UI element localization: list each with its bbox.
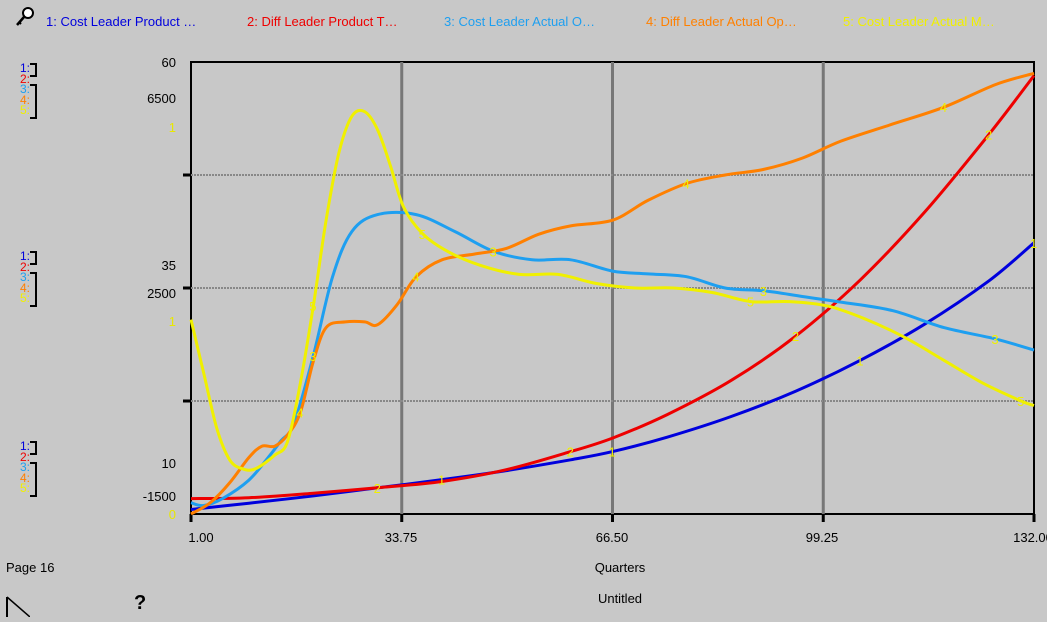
series-number-labels: 1 1 1 1 2 2 2 2 3 3 3 3 4 4 4 4 5 5 5 5	[296, 100, 1037, 496]
scale-keys-bottom: 1: 2: 3: 4: 5:	[0, 439, 30, 495]
legend-entry-3[interactable]: 3: Cost Leader Actual O…	[444, 14, 596, 29]
x-axis-label: Quarters	[594, 560, 646, 575]
legend-entry-5[interactable]: 5: Cost Leader Actual M…	[843, 14, 995, 29]
legend-entry-2[interactable]: 2: Diff Leader Product T…	[247, 14, 398, 29]
series-number-label-3: 3	[309, 349, 316, 364]
scale-value-mid-b: 2500	[147, 286, 176, 301]
legend-bar: 1: Cost Leader Product … 2: Diff Leader …	[0, 0, 1047, 40]
line-chart: 1 1 1 1 2 2 2 2 3 3 3 3 4 4 4 4 5 5 5 5	[183, 61, 1037, 522]
scale-key-1: 1:	[19, 439, 30, 453]
scale-key-5: 5:	[19, 103, 30, 117]
series-line-5	[189, 108, 1035, 472]
series-number-label-5: 5	[1017, 394, 1024, 409]
series-number-label-1: 1	[438, 473, 445, 488]
scale-value-top-b: 6500	[147, 91, 176, 106]
scale-key-3: 3:	[19, 460, 30, 474]
series-number-label-5: 5	[419, 227, 426, 242]
scale-key-5: 5:	[19, 291, 30, 305]
scale-value-bottom-a: 10	[161, 456, 176, 471]
scale-keys-mid: 1: 2: 3: 4: 5:	[0, 249, 30, 305]
scale-value-bottom-b: -1500	[142, 489, 176, 504]
scale-key-2: 2:	[19, 71, 30, 86]
scale-key-1: 1:	[19, 61, 30, 75]
series-number-label-2: 2	[374, 481, 381, 496]
scale-value-mid-c: 1	[168, 314, 176, 329]
scale-key-3: 3:	[19, 82, 30, 96]
x-tick-label: 33.75	[384, 530, 418, 545]
scale-value-mid-a: 35	[161, 258, 176, 273]
x-tick-label: 132.00	[1013, 530, 1047, 545]
bracket	[30, 63, 37, 77]
series-number-label-3: 3	[489, 244, 496, 259]
scale-key-4: 4:	[19, 92, 30, 107]
series-line-4	[190, 71, 1035, 516]
series-number-label-1: 1	[856, 353, 863, 368]
series-number-label-4: 4	[940, 100, 947, 115]
bracket	[30, 441, 37, 455]
x-tick-label: 66.50	[595, 530, 629, 545]
series-line-2	[190, 74, 1036, 501]
scale-key-2: 2:	[19, 449, 30, 464]
series-number-label-2: 2	[792, 329, 799, 344]
scale-value-bottom-c: 0	[168, 507, 176, 522]
scale-keys-top: 1: 2: 3: 4: 5:	[0, 61, 30, 117]
bracket	[30, 251, 37, 265]
series-number-label-4: 4	[412, 270, 419, 285]
bracket	[30, 462, 37, 497]
x-tick-label: 1.00	[188, 530, 214, 545]
scale-value-top-a: 60	[161, 55, 176, 70]
legend-entry-1[interactable]: 1: Cost Leader Product …	[46, 14, 197, 29]
series-number-label-2: 2	[567, 445, 574, 460]
series-number-label-5: 5	[309, 299, 316, 314]
bracket	[30, 272, 37, 307]
series-number-label-4: 4	[683, 176, 690, 191]
scale-key-4: 4:	[19, 470, 30, 485]
scale-key-1: 1:	[19, 249, 30, 263]
x-tick-label: 99.25	[805, 530, 839, 545]
page-corner-icon[interactable]	[6, 596, 31, 618]
scale-key-4: 4:	[19, 280, 30, 295]
scale-key-5: 5:	[19, 481, 30, 495]
series-number-label-4: 4	[296, 405, 303, 420]
legend-entry-4[interactable]: 4: Diff Leader Actual Op…	[646, 14, 797, 29]
scale-value-top-c: 1	[168, 120, 176, 135]
scale-key-3: 3:	[19, 270, 30, 284]
graph-title: Untitled	[597, 591, 643, 606]
page-number: Page 16	[6, 560, 55, 575]
series-number-label-1: 1	[1030, 236, 1037, 251]
series-layer	[189, 71, 1036, 516]
lock-icon[interactable]	[14, 6, 36, 28]
bracket	[30, 84, 37, 119]
series-number-label-5: 5	[747, 295, 754, 310]
scale-key-2: 2:	[19, 259, 30, 274]
series-number-label-3: 3	[760, 284, 767, 299]
help-icon[interactable]: ?	[134, 592, 147, 614]
series-number-label-3: 3	[991, 332, 998, 347]
grid	[183, 61, 1036, 522]
series-number-label-2: 2	[985, 127, 992, 142]
series-number-label-1: 1	[609, 445, 616, 460]
